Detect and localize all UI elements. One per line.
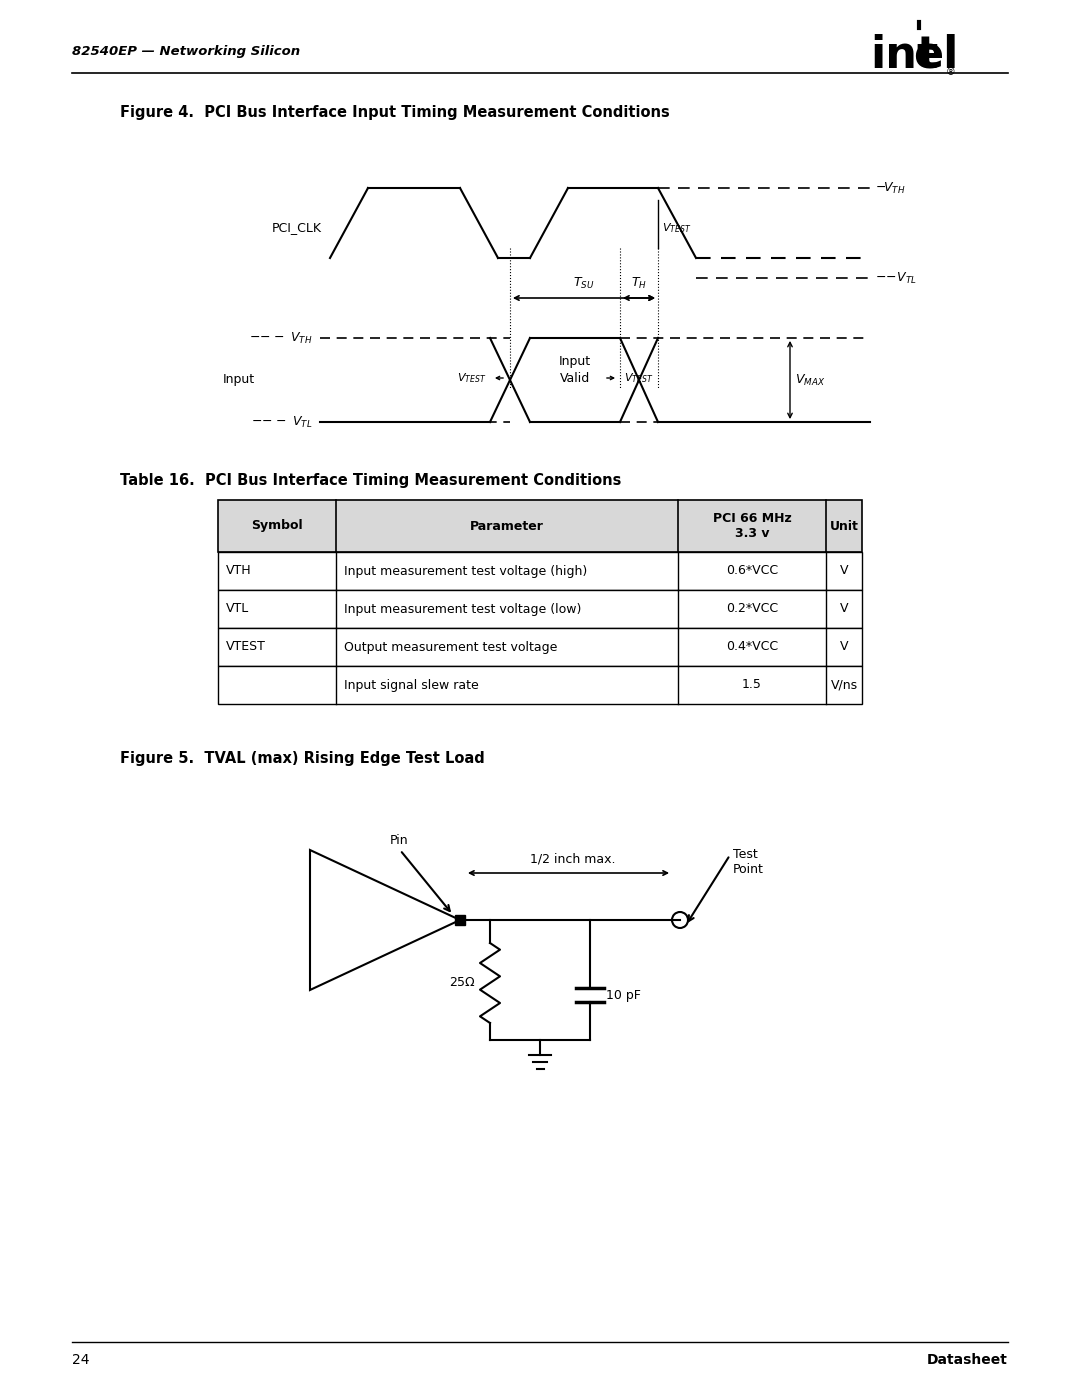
Text: Input measurement test voltage (high): Input measurement test voltage (high) xyxy=(345,564,588,577)
Text: 0.2*VCC: 0.2*VCC xyxy=(726,602,778,616)
Text: V: V xyxy=(840,564,848,577)
Text: V/ns: V/ns xyxy=(831,679,858,692)
Text: $-\!-\!-\  V_{TH}$: $-\!-\!-\ V_{TH}$ xyxy=(248,331,312,345)
Text: VTEST: VTEST xyxy=(226,640,266,654)
Text: $T_{H}$: $T_{H}$ xyxy=(631,275,647,291)
Text: $-\! -\! V_{TL}$: $-\! -\! V_{TL}$ xyxy=(875,271,917,285)
Text: 82540EP — Networking Silicon: 82540EP — Networking Silicon xyxy=(72,46,300,59)
Text: Unit: Unit xyxy=(829,520,859,532)
Text: PCI 66 MHz
3.3 v: PCI 66 MHz 3.3 v xyxy=(713,511,792,541)
Bar xyxy=(455,915,465,925)
Text: 25$\Omega$: 25$\Omega$ xyxy=(449,977,476,989)
Bar xyxy=(218,590,862,629)
Bar xyxy=(218,629,862,666)
Text: Test
Point: Test Point xyxy=(733,848,764,876)
Text: Figure 4.  PCI Bus Interface Input Timing Measurement Conditions: Figure 4. PCI Bus Interface Input Timing… xyxy=(120,105,670,120)
Text: $-\!-\!-\  V_{TL}$: $-\!-\!-\ V_{TL}$ xyxy=(251,415,312,429)
Text: $T_{SU}$: $T_{SU}$ xyxy=(573,275,595,291)
Text: $-\!V_{TH}$: $-\!V_{TH}$ xyxy=(875,180,906,196)
Text: Table 16.  PCI Bus Interface Timing Measurement Conditions: Table 16. PCI Bus Interface Timing Measu… xyxy=(120,472,621,488)
Text: Input
Valid: Input Valid xyxy=(559,355,591,384)
Text: Parameter: Parameter xyxy=(470,520,544,532)
Text: 10 pF: 10 pF xyxy=(606,989,640,1002)
Text: Pin: Pin xyxy=(390,834,408,847)
Text: $V_{TEST}$: $V_{TEST}$ xyxy=(662,221,691,235)
Text: 1/2 inch max.: 1/2 inch max. xyxy=(530,854,616,866)
Bar xyxy=(218,552,862,590)
Text: el: el xyxy=(913,34,958,77)
Text: ®: ® xyxy=(946,67,956,77)
Bar xyxy=(218,500,862,552)
Text: V: V xyxy=(840,602,848,616)
Text: $V_{TEST}$: $V_{TEST}$ xyxy=(624,372,653,386)
Text: Figure 5.  TVAL (max) Rising Edge Test Load: Figure 5. TVAL (max) Rising Edge Test Lo… xyxy=(120,750,485,766)
Text: Symbol: Symbol xyxy=(252,520,302,532)
Text: Output measurement test voltage: Output measurement test voltage xyxy=(345,640,557,654)
Text: V: V xyxy=(840,640,848,654)
Text: Input measurement test voltage (low): Input measurement test voltage (low) xyxy=(345,602,581,616)
Text: 0.4*VCC: 0.4*VCC xyxy=(726,640,778,654)
Text: $V_{TEST}$: $V_{TEST}$ xyxy=(457,372,486,386)
Text: int: int xyxy=(870,34,939,77)
Text: $V_{MAX}$: $V_{MAX}$ xyxy=(795,373,825,387)
Text: 0.6*VCC: 0.6*VCC xyxy=(726,564,778,577)
Text: Input signal slew rate: Input signal slew rate xyxy=(345,679,478,692)
Text: VTH: VTH xyxy=(226,564,252,577)
Text: Datasheet: Datasheet xyxy=(927,1354,1008,1368)
Text: 24: 24 xyxy=(72,1354,90,1368)
Text: VTL: VTL xyxy=(226,602,249,616)
Text: Input: Input xyxy=(222,373,255,387)
Text: PCI_CLK: PCI_CLK xyxy=(272,222,322,235)
Text: 1.5: 1.5 xyxy=(742,679,761,692)
Bar xyxy=(218,666,862,704)
